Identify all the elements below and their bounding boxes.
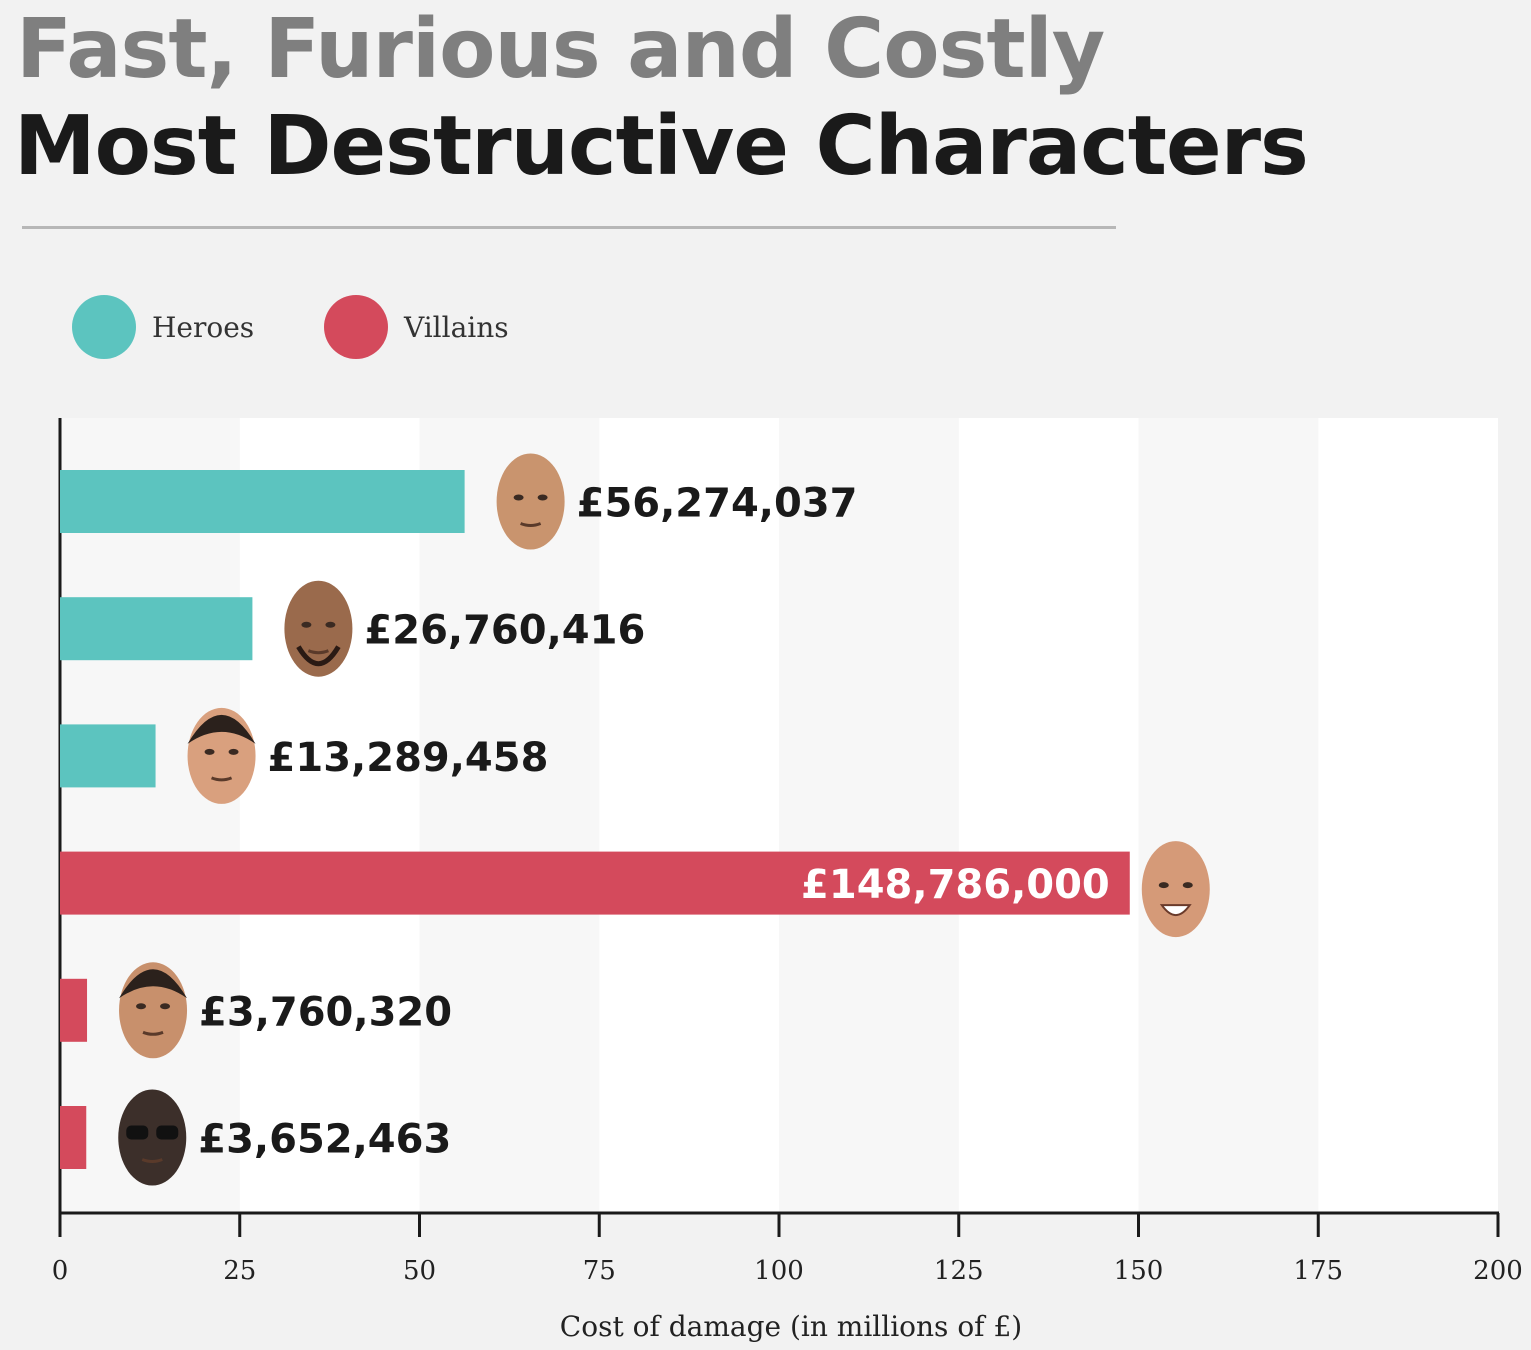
page-title: Fast, Furious and Costly: [16, 2, 1105, 97]
laughing-bald-man-face-icon: [1141, 841, 1210, 938]
bar: [60, 851, 1130, 915]
x-tick-label: 150: [1114, 1256, 1164, 1286]
grid-band: [1318, 418, 1498, 1213]
bar-value-label: £26,760,416: [364, 608, 645, 654]
legend-label-villains: Villains: [404, 310, 509, 344]
grid-band: [60, 418, 240, 1213]
grid-band: [599, 418, 779, 1213]
bar: [60, 470, 465, 533]
grid-band: [1138, 418, 1319, 1213]
legend-item-heroes: Heroes: [72, 295, 254, 359]
legend-swatch-villains: [324, 295, 388, 359]
legend-label-heroes: Heroes: [152, 310, 255, 344]
legend-item-villains: Villains: [324, 295, 509, 359]
x-tick-label: 50: [403, 1256, 436, 1286]
x-tick-label: 0: [52, 1256, 69, 1286]
x-tick-label: 75: [583, 1256, 616, 1286]
bar: [60, 597, 253, 661]
bar: [60, 1106, 87, 1169]
short-haired-man-face-icon: [187, 707, 256, 804]
bar: [60, 724, 156, 788]
bald-man-face-icon: [496, 453, 565, 550]
bar-value-label: £148,786,000: [801, 862, 1110, 908]
man-with-sunglasses-face-icon: [118, 1089, 187, 1186]
x-tick-label: 200: [1473, 1256, 1523, 1286]
bar-value-label: £3,652,463: [198, 1117, 451, 1163]
grid-band: [239, 418, 420, 1213]
legend-swatch-heroes: [72, 295, 136, 359]
x-tick-label: 100: [754, 1256, 804, 1286]
bald-bearded-man-face-icon: [284, 580, 353, 677]
grid-band: [958, 418, 1139, 1213]
bar-value-label: £13,289,458: [268, 735, 549, 781]
x-axis-title: Cost of damage (in millions of £): [560, 1310, 1022, 1343]
bar: [60, 978, 88, 1042]
x-tick-label: 25: [223, 1256, 256, 1286]
dark-haired-man-face-icon: [119, 962, 188, 1059]
bar-value-label: £56,274,037: [577, 481, 858, 527]
grid-band: [779, 418, 959, 1213]
x-tick-label: 125: [934, 1256, 984, 1286]
page-subtitle: Most Destructive Characters: [14, 99, 1309, 194]
x-tick-label: 175: [1293, 1256, 1343, 1286]
grid-band: [419, 418, 600, 1213]
title-divider: [22, 226, 1116, 229]
bar-value-label: £3,760,320: [199, 989, 452, 1035]
